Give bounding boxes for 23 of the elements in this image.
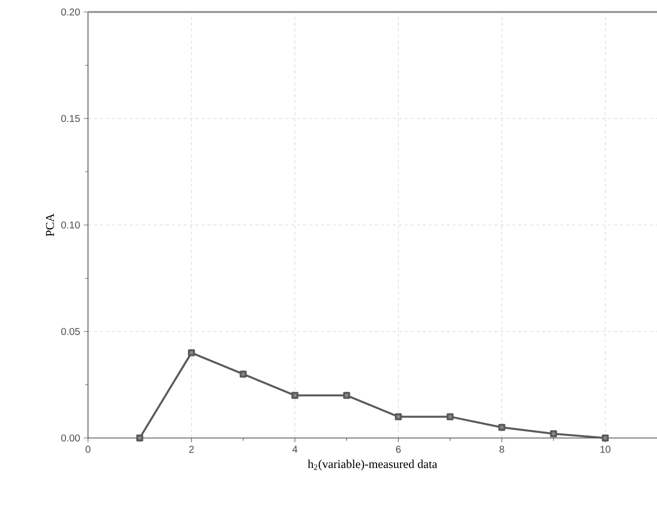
y-tick-label: 0.10 (61, 221, 80, 229)
y-tick-label: 0.15 (61, 114, 80, 122)
x-axis-title: h$_{2}$(variable)-measured data (308, 460, 438, 471)
point (550, 430, 558, 438)
point (446, 413, 454, 420)
point (602, 434, 609, 442)
x-tick-label: 8 (499, 446, 504, 453)
point (240, 370, 247, 378)
y-tick-label: 0.00 (61, 434, 80, 442)
x-tick-label: 10 (600, 446, 610, 453)
y-tick-label: 0.05 (61, 328, 80, 336)
y-axis-title: PCA (46, 213, 54, 236)
x-tick-label: 0 (86, 446, 90, 453)
point (188, 349, 195, 356)
point (498, 424, 506, 431)
point (343, 392, 350, 399)
x-tick-label: 2 (189, 446, 194, 453)
point (136, 434, 144, 442)
point (394, 413, 402, 420)
y-tick-label: 0.20 (61, 8, 80, 16)
point (291, 392, 298, 399)
x-tick-label: 6 (396, 446, 401, 453)
x-tick-label: 4 (292, 446, 298, 453)
